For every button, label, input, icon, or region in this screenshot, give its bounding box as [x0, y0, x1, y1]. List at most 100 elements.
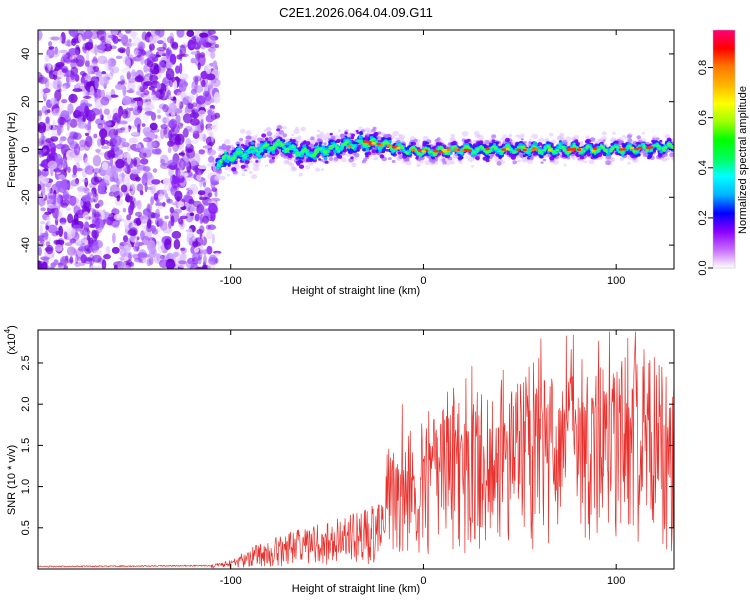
- signal-point: [585, 135, 590, 140]
- signal-point: [225, 167, 229, 170]
- noise-speckle: [150, 128, 160, 133]
- noise-speckle: [131, 253, 137, 258]
- noise-speckle: [175, 114, 181, 125]
- noise-speckle: [105, 216, 114, 226]
- signal-point: [427, 144, 431, 148]
- noise-speckle: [162, 104, 169, 113]
- noise-speckle: [129, 31, 138, 37]
- noise-speckle: [177, 258, 187, 269]
- noise-speckle: [119, 247, 127, 258]
- signal-point: [528, 138, 532, 142]
- signal-point: [269, 158, 275, 164]
- noise-speckle: [64, 40, 74, 47]
- noise-speckle: [186, 30, 195, 38]
- noise-speckle: [47, 224, 58, 234]
- signal-point: [450, 160, 455, 165]
- noise-speckle: [207, 109, 213, 116]
- signal-point: [410, 142, 414, 145]
- noise-speckle: [201, 79, 206, 88]
- noise-speckle: [83, 65, 91, 73]
- noise-speckle: [169, 77, 173, 88]
- noise-speckle: [125, 41, 132, 49]
- noise-speckle: [133, 37, 141, 45]
- noise-speckle: [72, 88, 83, 92]
- signal-point: [297, 135, 302, 139]
- noise-speckle: [38, 121, 46, 134]
- noise-speckle: [206, 123, 212, 131]
- noise-speckle: [188, 96, 193, 104]
- noise-speckle: [61, 68, 68, 73]
- noise-speckle: [53, 168, 62, 173]
- noise-speckle: [89, 265, 98, 269]
- noise-speckle: [76, 238, 85, 245]
- signal-point: [315, 167, 321, 172]
- noise-speckle: [83, 95, 92, 99]
- noise-speckle: [81, 168, 87, 178]
- noise-speckle: [117, 256, 128, 260]
- signal-point: [254, 136, 258, 140]
- noise-speckle: [144, 172, 148, 177]
- signal-point: [318, 141, 323, 145]
- noise-speckle: [189, 212, 195, 217]
- noise-speckle: [178, 160, 188, 167]
- signal-point: [300, 126, 306, 132]
- noise-speckle: [153, 192, 159, 201]
- signal-point: [248, 136, 252, 140]
- signal-point: [630, 154, 635, 159]
- noise-speckle: [40, 256, 50, 261]
- noise-speckle: [214, 189, 218, 198]
- noise-speckle: [138, 50, 147, 57]
- noise-speckle: [213, 91, 221, 104]
- noise-speckle: [153, 231, 160, 239]
- signal-point: [425, 141, 429, 145]
- noise-speckle: [83, 75, 91, 80]
- noise-speckle: [40, 87, 44, 98]
- noise-speckle: [48, 195, 55, 200]
- noise-speckle: [57, 263, 63, 269]
- noise-speckle: [157, 40, 164, 45]
- noise-speckle: [164, 238, 172, 250]
- noise-speckle: [197, 62, 201, 71]
- noise-speckle: [179, 49, 183, 62]
- noise-speckle: [139, 190, 144, 196]
- noise-speckle: [194, 76, 199, 86]
- noise-speckle: [74, 143, 81, 156]
- noise-speckle: [44, 93, 48, 98]
- signal-point: [239, 137, 244, 142]
- noise-speckle: [198, 249, 203, 254]
- noise-speckle: [150, 196, 155, 206]
- signal-point: [295, 126, 299, 131]
- noise-speckle: [195, 100, 202, 110]
- signal-point: [371, 128, 376, 133]
- signal-point: [605, 160, 611, 166]
- noise-speckle: [156, 46, 167, 52]
- noise-speckle: [155, 89, 166, 99]
- noise-speckle: [141, 31, 148, 41]
- signal-point: [470, 164, 475, 168]
- noise-speckle: [162, 227, 173, 234]
- signal-point: [221, 143, 226, 147]
- noise-speckle: [97, 55, 108, 65]
- noise-speckle: [38, 169, 42, 177]
- signal-point: [265, 127, 272, 132]
- noise-speckle: [57, 116, 66, 126]
- noise-speckle: [158, 61, 166, 74]
- noise-speckle: [131, 131, 141, 136]
- noise-speckle: [191, 139, 199, 144]
- noise-speckle: [165, 48, 170, 59]
- noise-speckle: [135, 176, 141, 182]
- noise-speckle: [84, 248, 91, 254]
- signal-point: [496, 161, 502, 166]
- noise-speckle: [152, 168, 158, 173]
- noise-speckle: [135, 200, 141, 206]
- noise-speckle: [162, 177, 171, 186]
- noise-speckle: [101, 259, 107, 269]
- noise-speckle: [100, 211, 105, 220]
- signal-point: [450, 133, 455, 138]
- noise-speckle: [144, 111, 155, 116]
- noise-speckle: [144, 182, 148, 193]
- noise-speckle: [38, 184, 42, 191]
- noise-speckle: [142, 208, 152, 216]
- noise-speckle: [169, 107, 179, 114]
- noise-speckle: [70, 49, 80, 58]
